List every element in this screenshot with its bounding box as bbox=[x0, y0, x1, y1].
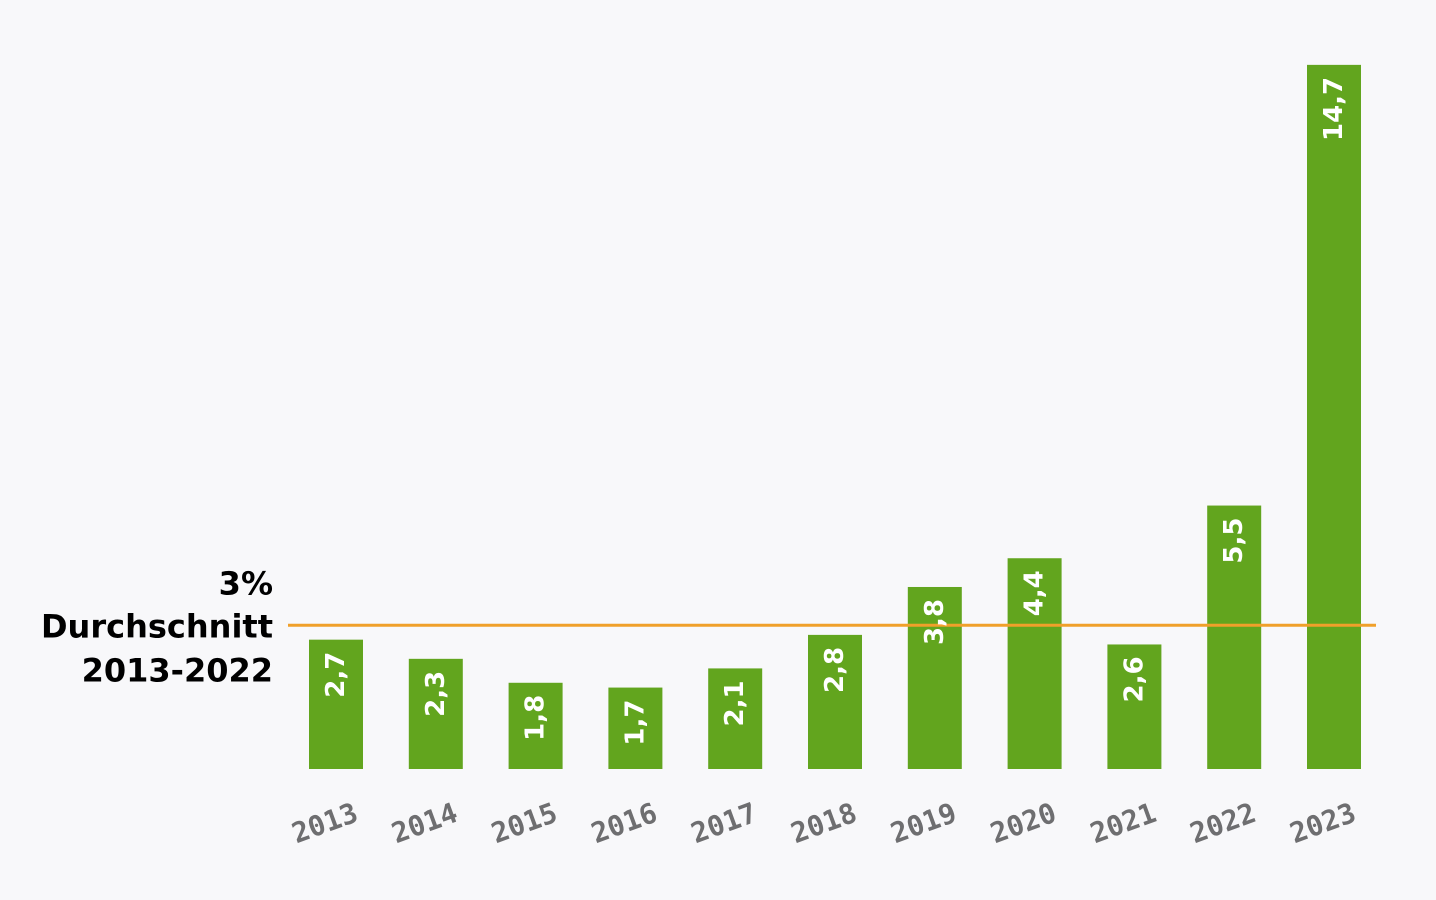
bar-2015 bbox=[508, 682, 563, 769]
x-tick-2018: 2018 bbox=[786, 796, 861, 850]
x-tick-2017: 2017 bbox=[687, 796, 762, 850]
x-tick-2022: 2022 bbox=[1186, 796, 1261, 850]
value-label-2021: 2,6 bbox=[1119, 656, 1149, 702]
x-tick-2016: 2016 bbox=[587, 796, 662, 850]
value-label-2015: 1,8 bbox=[521, 695, 551, 741]
value-labels-layer: 2,7 2,3 1,8 1,7 2,1 2,8 3,8 4,4 2,6 5,5 14,7 bbox=[321, 77, 1349, 746]
value-label-2020: 4,4 bbox=[1020, 570, 1050, 616]
value-label-2014: 2,3 bbox=[421, 671, 451, 717]
bar-2016 bbox=[608, 687, 663, 769]
x-tick-2019: 2019 bbox=[886, 796, 961, 850]
x-axis-tick-labels: 2013 2014 2015 2016 2017 2018 2019 2020 2021 2022… bbox=[287, 796, 1360, 850]
value-label-2017: 2,1 bbox=[720, 680, 750, 726]
bar-2017 bbox=[708, 668, 763, 769]
x-tick-2014: 2014 bbox=[387, 796, 462, 850]
bar-2022 bbox=[1207, 505, 1262, 769]
bar-2014 bbox=[408, 658, 463, 769]
bar-2020 bbox=[1007, 558, 1062, 769]
bar-2019 bbox=[907, 586, 962, 769]
bar-2018 bbox=[808, 634, 862, 769]
average-label-value: 3% bbox=[219, 564, 273, 602]
x-tick-2015: 2015 bbox=[487, 796, 562, 850]
value-label-2018: 2,8 bbox=[820, 647, 850, 693]
bar-2013 bbox=[309, 639, 363, 769]
bar-2021 bbox=[1107, 644, 1162, 769]
value-label-2013: 2,7 bbox=[321, 652, 351, 698]
average-label-period: 2013-2022 bbox=[82, 651, 273, 689]
x-tick-2021: 2021 bbox=[1086, 796, 1161, 850]
average-label: 3% Durchschnitt 2013-2022 bbox=[41, 564, 273, 689]
x-tick-2020: 2020 bbox=[986, 796, 1061, 850]
value-label-2022: 5,5 bbox=[1219, 518, 1249, 564]
bars-layer bbox=[309, 64, 1361, 770]
average-label-title: Durchschnitt bbox=[41, 607, 273, 645]
bar-2023 bbox=[1307, 64, 1361, 770]
x-tick-2013: 2013 bbox=[287, 796, 362, 850]
value-label-2019: 3,8 bbox=[920, 599, 950, 645]
value-label-2016: 1,7 bbox=[620, 700, 650, 746]
value-label-2023: 14,7 bbox=[1319, 77, 1349, 141]
x-tick-2023: 2023 bbox=[1285, 796, 1360, 850]
